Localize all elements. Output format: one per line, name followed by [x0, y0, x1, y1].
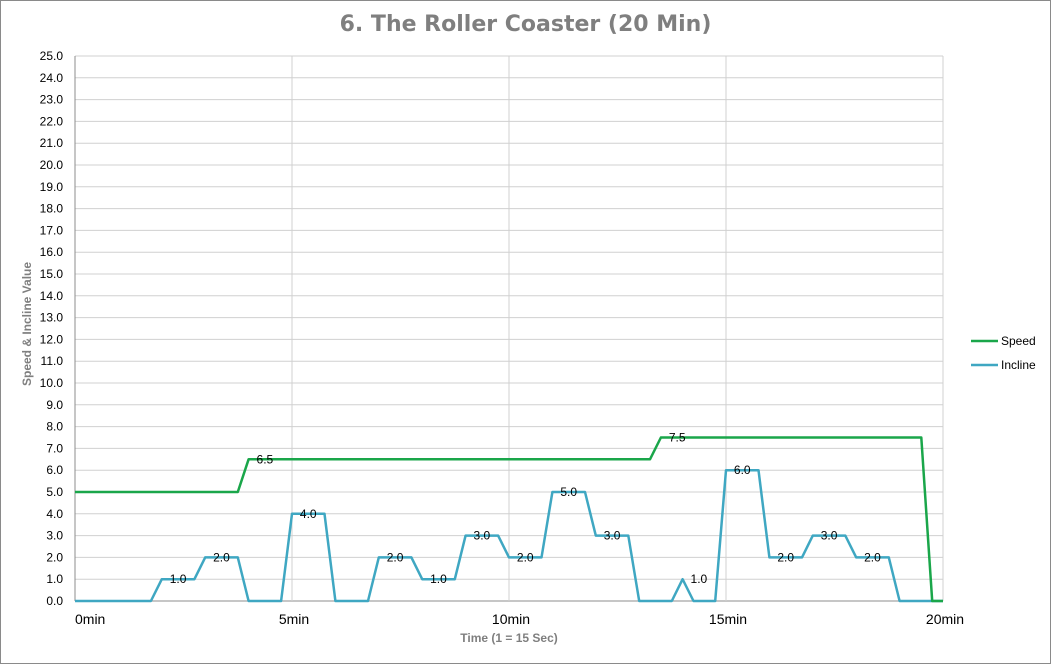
data-label-incline: 6.0	[734, 463, 751, 477]
y-tick-label: 8.0	[46, 420, 63, 434]
y-tick-label: 24.0	[40, 71, 64, 85]
y-tick-label: 3.0	[46, 529, 63, 543]
x-tick-label: 5min	[279, 611, 309, 627]
y-axis-ticks: 0.0 1.0 2.0 3.0 4.0 5.0 6.0 7.0 8.0 9.0 10.0 11.0 12…	[40, 49, 64, 608]
y-tick-label: 22.0	[40, 114, 64, 128]
data-label-incline: 3.0	[604, 529, 621, 543]
series-line-incline	[75, 468, 943, 603]
x-axis-ticks: 0min 5min 10min 15min 20min	[75, 611, 964, 627]
y-tick-label: 13.0	[40, 311, 64, 325]
data-label-incline: 4.0	[300, 507, 317, 521]
grid-lines	[74, 55, 944, 602]
y-tick-label: 16.0	[40, 245, 64, 259]
data-label-incline: 1.0	[691, 572, 708, 586]
x-tick-label: 0min	[75, 611, 105, 627]
data-label-speed: 7.5	[669, 431, 686, 445]
data-label-incline: 2.0	[387, 550, 404, 564]
data-label-incline: 3.0	[821, 529, 838, 543]
y-tick-label: 20.0	[40, 158, 64, 172]
y-tick-label: 12.0	[40, 332, 64, 346]
y-tick-label: 23.0	[40, 93, 64, 107]
data-label-speed: 6.5	[257, 452, 274, 466]
legend-label-speed: Speed	[1001, 334, 1036, 348]
y-tick-label: 7.0	[46, 441, 63, 455]
data-label-incline: 1.0	[430, 572, 447, 586]
x-tick-label: 20min	[926, 611, 964, 627]
series-lines	[75, 436, 943, 603]
y-tick-label: 0.0	[46, 594, 63, 608]
chart-title: 6. The Roller Coaster (20 Min)	[339, 12, 712, 37]
data-label-incline: 2.0	[864, 550, 881, 564]
series-line-speed	[75, 436, 943, 603]
data-label-incline: 5.0	[560, 485, 577, 499]
y-axis-label: Speed & Incline Value	[20, 262, 34, 386]
y-tick-label: 9.0	[46, 398, 63, 412]
y-tick-label: 19.0	[40, 180, 64, 194]
x-tick-label: 10min	[492, 611, 530, 627]
x-axis-label: Time (1 = 15 Sec)	[460, 631, 558, 645]
y-tick-label: 15.0	[40, 267, 64, 281]
y-tick-label: 1.0	[46, 572, 63, 586]
data-label-incline: 2.0	[517, 550, 534, 564]
y-tick-label: 18.0	[40, 202, 64, 216]
y-tick-label: 2.0	[46, 550, 63, 564]
data-label-incline: 2.0	[777, 550, 794, 564]
data-label-incline: 2.0	[213, 550, 230, 564]
y-tick-label: 10.0	[40, 376, 64, 390]
y-tick-label: 11.0	[41, 354, 64, 368]
y-tick-label: 21.0	[40, 136, 64, 150]
y-tick-label: 5.0	[46, 485, 63, 499]
x-tick-label: 15min	[709, 611, 747, 627]
data-label-incline: 1.0	[170, 572, 187, 586]
legend: Speed Incline	[971, 334, 1036, 372]
legend-label-incline: Incline	[1001, 358, 1036, 372]
y-tick-label: 25.0	[40, 49, 64, 63]
y-tick-label: 17.0	[40, 223, 64, 237]
y-tick-label: 6.0	[46, 463, 63, 477]
y-tick-label: 4.0	[46, 507, 63, 521]
y-tick-label: 14.0	[40, 289, 64, 303]
data-label-incline: 3.0	[474, 529, 491, 543]
data-labels: 6.5 7.5 1.0 2.0 4.0 2.0 1.0 3.0 2.0 5.0 3.0 1.0 6.0 2…	[170, 431, 881, 587]
